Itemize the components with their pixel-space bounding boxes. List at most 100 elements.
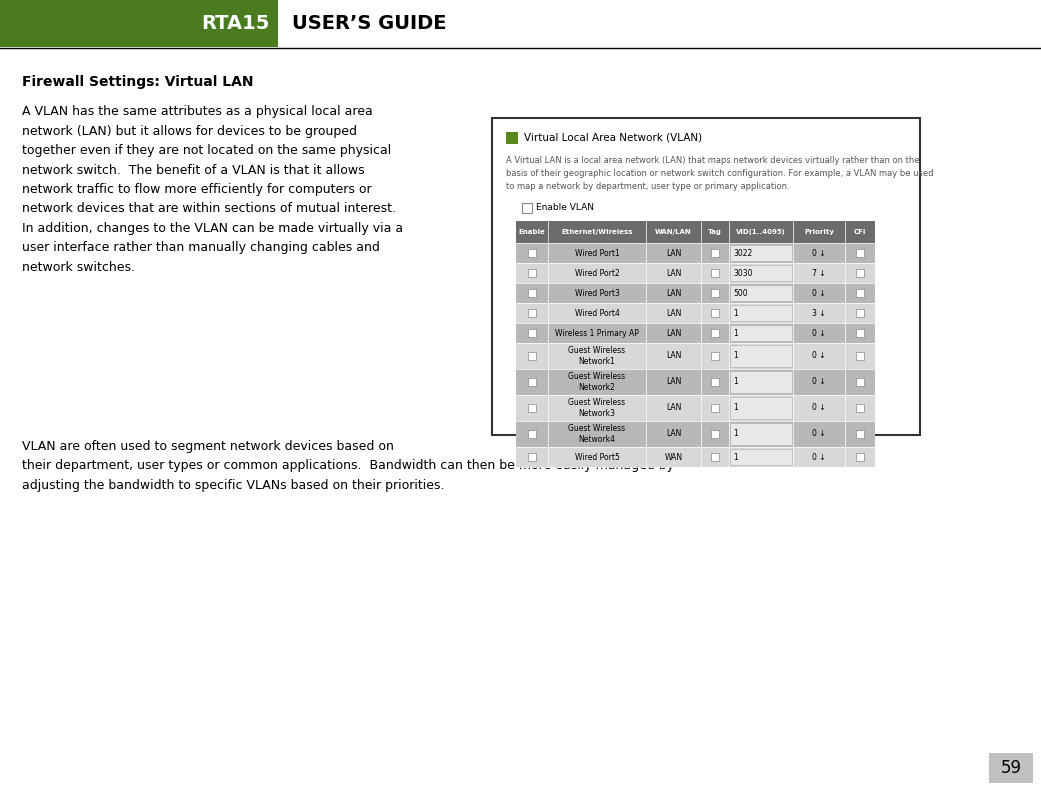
Text: Guest Wireless
Network3: Guest Wireless Network3 bbox=[568, 399, 626, 418]
Bar bbox=[516, 323, 875, 343]
Bar bbox=[528, 378, 536, 386]
Bar bbox=[711, 269, 719, 277]
Bar bbox=[730, 371, 792, 393]
Bar bbox=[730, 345, 792, 367]
Text: Wired Port5: Wired Port5 bbox=[575, 452, 619, 461]
Bar bbox=[516, 447, 875, 467]
Bar bbox=[528, 309, 536, 317]
Text: Enable: Enable bbox=[518, 229, 545, 235]
Text: VID(1..4095): VID(1..4095) bbox=[736, 229, 786, 235]
Text: 3022: 3022 bbox=[733, 248, 753, 258]
Text: LAN: LAN bbox=[666, 328, 681, 338]
Text: basis of their geographic location or network switch configuration. For example,: basis of their geographic location or ne… bbox=[506, 169, 934, 178]
Bar bbox=[711, 378, 719, 386]
Text: In addition, changes to the VLAN can be made virtually via a: In addition, changes to the VLAN can be … bbox=[22, 222, 403, 235]
Text: 0 ↓: 0 ↓ bbox=[812, 351, 826, 361]
Text: network traffic to flow more efficiently for computers or: network traffic to flow more efficiently… bbox=[22, 183, 372, 196]
Text: Guest Wireless
Network2: Guest Wireless Network2 bbox=[568, 373, 626, 392]
Text: 0 ↓: 0 ↓ bbox=[812, 289, 826, 297]
Text: Guest Wireless
Network4: Guest Wireless Network4 bbox=[568, 424, 626, 444]
Bar bbox=[730, 423, 792, 445]
Text: network devices that are within sections of mutual interest.: network devices that are within sections… bbox=[22, 202, 396, 215]
Bar bbox=[522, 203, 532, 213]
Bar bbox=[516, 243, 875, 263]
Bar bbox=[730, 285, 792, 301]
Text: 0 ↓: 0 ↓ bbox=[812, 403, 826, 412]
Bar bbox=[856, 404, 864, 412]
Bar bbox=[516, 283, 875, 303]
Text: 1: 1 bbox=[733, 452, 738, 461]
Text: 0 ↓: 0 ↓ bbox=[812, 377, 826, 387]
Bar bbox=[528, 249, 536, 257]
Bar bbox=[528, 329, 536, 337]
Bar bbox=[856, 430, 864, 438]
Bar bbox=[856, 269, 864, 277]
Text: Enable VLAN: Enable VLAN bbox=[536, 203, 594, 213]
Text: VLAN are often used to segment network devices based on: VLAN are often used to segment network d… bbox=[22, 440, 393, 453]
Bar bbox=[528, 269, 536, 277]
Text: LAN: LAN bbox=[666, 248, 681, 258]
Text: 1: 1 bbox=[733, 328, 738, 338]
Text: 0 ↓: 0 ↓ bbox=[812, 452, 826, 461]
Text: their department, user types or common applications.  Bandwidth can then be more: their department, user types or common a… bbox=[22, 460, 675, 472]
Text: together even if they are not located on the same physical: together even if they are not located on… bbox=[22, 144, 391, 157]
Bar bbox=[528, 289, 536, 297]
Text: 0 ↓: 0 ↓ bbox=[812, 430, 826, 438]
Text: 1: 1 bbox=[733, 403, 738, 412]
Text: WAN: WAN bbox=[664, 452, 683, 461]
Bar bbox=[856, 309, 864, 317]
Bar bbox=[516, 395, 875, 421]
Text: LAN: LAN bbox=[666, 377, 681, 387]
Bar bbox=[730, 265, 792, 281]
Bar bbox=[730, 245, 792, 261]
Bar bbox=[856, 329, 864, 337]
Text: user interface rather than manually changing cables and: user interface rather than manually chan… bbox=[22, 241, 380, 255]
Bar bbox=[516, 303, 875, 323]
Bar bbox=[856, 352, 864, 360]
Text: 1: 1 bbox=[733, 377, 738, 387]
Text: Priority: Priority bbox=[804, 229, 834, 235]
Bar bbox=[856, 453, 864, 461]
Text: A VLAN has the same attributes as a physical local area: A VLAN has the same attributes as a phys… bbox=[22, 105, 373, 118]
Bar bbox=[528, 453, 536, 461]
Text: Ethernet/Wireless: Ethernet/Wireless bbox=[561, 229, 633, 235]
Bar bbox=[516, 263, 875, 283]
Text: 1: 1 bbox=[733, 308, 738, 317]
Bar bbox=[711, 329, 719, 337]
Bar bbox=[856, 378, 864, 386]
Text: adjusting the bandwidth to specific VLANs based on their priorities.: adjusting the bandwidth to specific VLAN… bbox=[22, 479, 445, 492]
Text: network switch.  The benefit of a VLAN is that it allows: network switch. The benefit of a VLAN is… bbox=[22, 164, 364, 176]
Text: LAN: LAN bbox=[666, 430, 681, 438]
Bar bbox=[856, 249, 864, 257]
Bar bbox=[730, 305, 792, 321]
Text: Wired Port1: Wired Port1 bbox=[575, 248, 619, 258]
Bar bbox=[528, 430, 536, 438]
Text: Wired Port4: Wired Port4 bbox=[575, 308, 619, 317]
Text: LAN: LAN bbox=[666, 403, 681, 412]
Text: A Virtual LAN is a local area network (LAN) that maps network devices virtually : A Virtual LAN is a local area network (L… bbox=[506, 156, 919, 165]
Bar bbox=[278, 0, 281, 47]
Bar bbox=[506, 132, 518, 144]
Bar bbox=[730, 397, 792, 419]
Text: network switches.: network switches. bbox=[22, 261, 135, 274]
Text: LAN: LAN bbox=[666, 268, 681, 278]
Text: RTA15: RTA15 bbox=[202, 14, 270, 33]
Text: 1: 1 bbox=[733, 430, 738, 438]
Text: LAN: LAN bbox=[666, 289, 681, 297]
Text: USER’S GUIDE: USER’S GUIDE bbox=[291, 14, 447, 33]
Text: Wireless 1 Primary AP: Wireless 1 Primary AP bbox=[555, 328, 639, 338]
Bar bbox=[989, 753, 1033, 783]
Text: 7 ↓: 7 ↓ bbox=[812, 268, 826, 278]
Text: to map a network by department, user type or primary application.: to map a network by department, user typ… bbox=[506, 182, 790, 191]
Bar bbox=[730, 449, 792, 465]
Bar bbox=[516, 221, 875, 243]
Text: Wired Port2: Wired Port2 bbox=[575, 268, 619, 278]
Text: LAN: LAN bbox=[666, 308, 681, 317]
Bar bbox=[516, 343, 875, 369]
Bar bbox=[528, 352, 536, 360]
Text: Guest Wireless
Network1: Guest Wireless Network1 bbox=[568, 346, 626, 365]
Text: 59: 59 bbox=[1000, 759, 1021, 777]
Bar bbox=[711, 289, 719, 297]
Bar bbox=[516, 369, 875, 395]
Bar bbox=[528, 404, 536, 412]
